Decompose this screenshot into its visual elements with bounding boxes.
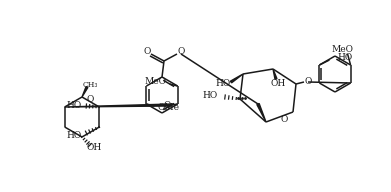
Polygon shape — [65, 104, 172, 107]
Text: O: O — [87, 94, 94, 103]
Text: O: O — [143, 46, 151, 55]
Text: O: O — [164, 100, 171, 109]
Text: HO: HO — [215, 79, 231, 89]
Text: CH₃: CH₃ — [83, 81, 98, 89]
Text: MeO: MeO — [332, 45, 353, 54]
Polygon shape — [230, 74, 243, 83]
Text: HO: HO — [337, 52, 353, 61]
Polygon shape — [273, 69, 277, 79]
Polygon shape — [257, 103, 266, 122]
Text: OH: OH — [86, 142, 102, 151]
Polygon shape — [82, 87, 88, 97]
Text: O: O — [177, 47, 185, 56]
Text: MeO: MeO — [145, 78, 167, 87]
Text: HO: HO — [66, 131, 81, 140]
Text: OH: OH — [270, 79, 285, 88]
Text: O: O — [280, 114, 288, 123]
Text: OMe: OMe — [158, 103, 179, 113]
Text: O: O — [304, 78, 312, 87]
Text: HO: HO — [66, 100, 81, 109]
Text: HO: HO — [203, 92, 218, 100]
